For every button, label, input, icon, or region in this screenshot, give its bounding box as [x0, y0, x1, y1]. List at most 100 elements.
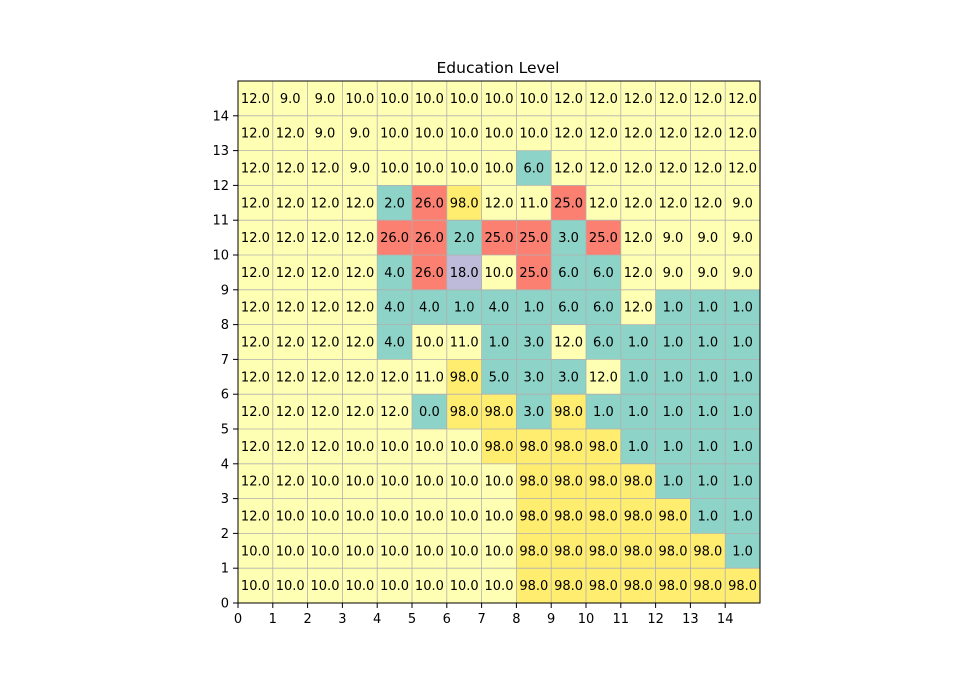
cell-value-label: 98.0 [450, 370, 479, 385]
cell-value-label: 3.0 [523, 336, 544, 351]
heatmap-cell [586, 185, 621, 221]
heatmap-cell [377, 394, 412, 429]
cell-value-label: 1.0 [732, 440, 753, 455]
heatmap-cell [690, 498, 726, 534]
heatmap-cell [238, 81, 273, 116]
cell-value-label: 10.0 [415, 544, 444, 559]
heatmap-cell [620, 533, 656, 569]
heatmap-cell [725, 255, 760, 290]
heatmap-cell [620, 289, 656, 325]
heatmap-cell [725, 220, 760, 255]
heatmap-cell [481, 568, 517, 603]
heatmap-cell [690, 324, 726, 360]
cell-value-label: 10.0 [311, 579, 340, 594]
cell-value-label: 10.0 [450, 475, 479, 490]
heatmap-cell [551, 359, 586, 395]
heatmap-cell [342, 463, 378, 499]
cell-value-label: 12.0 [311, 231, 340, 246]
heatmap-cell [238, 429, 273, 464]
cell-value-label: 5.0 [489, 370, 510, 385]
heatmap-cell [412, 150, 447, 186]
cell-value-label: 12.0 [554, 336, 583, 351]
cell-value-label: 10.0 [450, 440, 479, 455]
cell-value-label: 12.0 [624, 266, 653, 281]
heatmap-cell [690, 220, 726, 255]
cell-value-label: 1.0 [732, 370, 753, 385]
heatmap-cell [446, 359, 482, 395]
cell-value-label: 11.0 [415, 370, 444, 385]
cell-value-label: 12.0 [693, 196, 722, 211]
cell-value-label: 1.0 [523, 301, 544, 316]
x-tick-label: 7 [477, 612, 485, 627]
cell-value-label: 6.0 [593, 266, 614, 281]
x-tick-label: 1 [269, 612, 277, 627]
cell-value-label: 12.0 [241, 196, 270, 211]
cell-value-label: 10.0 [485, 162, 514, 177]
cell-value-label: 98.0 [589, 510, 618, 525]
y-tick-label: 3 [221, 492, 229, 507]
heatmap-cell [272, 255, 308, 290]
heatmap-cell [412, 220, 447, 255]
heatmap-cell [690, 359, 726, 395]
cell-value-label: 10.0 [311, 475, 340, 490]
cell-value-label: 1.0 [454, 301, 475, 316]
cell-value-label: 12.0 [276, 405, 305, 420]
cell-value-label: 10.0 [380, 544, 409, 559]
heatmap-cell [446, 463, 482, 499]
cell-value-label: 1.0 [732, 405, 753, 420]
heatmap-cell [377, 359, 412, 395]
cell-value-label: 10.0 [345, 510, 374, 525]
heatmap-cell [238, 220, 273, 255]
heatmap-cell [586, 429, 621, 464]
cell-value-label: 10.0 [380, 510, 409, 525]
cell-value-label: 12.0 [241, 336, 270, 351]
cell-value-label: 1.0 [489, 336, 510, 351]
heatmap-cell [551, 568, 586, 603]
x-tick-label: 8 [512, 612, 520, 627]
y-tick-label: 12 [212, 179, 229, 194]
heatmap-cell [412, 289, 447, 325]
cell-value-label: 10.0 [450, 162, 479, 177]
heatmap-cell [446, 394, 482, 429]
heatmap-cell [307, 185, 343, 221]
cell-value-label: 25.0 [485, 231, 514, 246]
cell-value-label: 10.0 [380, 475, 409, 490]
cell-value-label: 1.0 [732, 475, 753, 490]
heatmap-cell [655, 255, 691, 290]
heatmap-cell [412, 568, 447, 603]
cell-value-label: 10.0 [485, 579, 514, 594]
cell-value-label: 10.0 [485, 510, 514, 525]
cell-value-label: 9.0 [349, 127, 370, 142]
y-tick-label: 11 [212, 214, 229, 229]
heatmap-cell [377, 289, 412, 325]
heatmap-cell [238, 394, 273, 429]
cell-value-label: 9.0 [663, 266, 684, 281]
cell-value-label: 10.0 [345, 92, 374, 107]
heatmap-cell [446, 533, 482, 569]
heatmap-cell [342, 359, 378, 395]
cell-value-label: 10.0 [519, 92, 548, 107]
x-tick-label: 13 [682, 612, 699, 627]
heatmap-cell [412, 185, 447, 221]
heatmap-cell [551, 220, 586, 255]
y-tick-label: 10 [212, 249, 229, 264]
cell-value-label: 1.0 [628, 336, 649, 351]
heatmap-cell [238, 150, 273, 186]
cell-value-label: 12.0 [311, 336, 340, 351]
heatmap-cell [620, 498, 656, 534]
cell-value-label: 12.0 [276, 475, 305, 490]
cell-value-label: 12.0 [589, 92, 618, 107]
cell-value-label: 4.0 [384, 301, 405, 316]
heatmap-cell [690, 289, 726, 325]
cell-value-label: 1.0 [663, 301, 684, 316]
cell-value-label: 12.0 [311, 196, 340, 211]
cell-value-label: 10.0 [485, 475, 514, 490]
cell-value-label: 12.0 [241, 440, 270, 455]
cell-value-label: 26.0 [380, 231, 409, 246]
heatmap-cell [690, 81, 726, 116]
x-axis: 0 1 2 3 4 5 6 7 8 9 10 11 12 13 14 [234, 603, 733, 627]
heatmap-cell [551, 324, 586, 360]
cell-value-label: 25.0 [519, 266, 548, 281]
cell-value-label: 10.0 [485, 127, 514, 142]
heatmap-cell [725, 115, 760, 151]
